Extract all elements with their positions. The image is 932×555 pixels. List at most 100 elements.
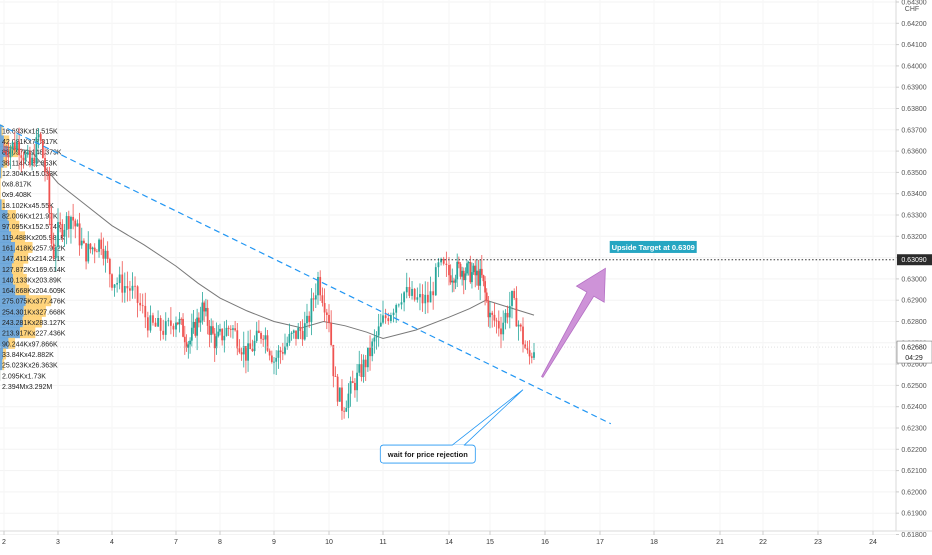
time-tick-label[interactable]: 8 [218, 539, 222, 546]
candle-body [380, 323, 382, 327]
candle-body [395, 305, 397, 313]
candle-body [81, 241, 83, 246]
candle-body [463, 271, 465, 280]
candle-body [216, 336, 218, 348]
candle-body [92, 248, 94, 250]
candle-body [132, 286, 134, 291]
candle-body [487, 300, 489, 317]
volume-profile-label: 90.244Kx97.866K [2, 341, 58, 348]
candle-body [520, 325, 522, 327]
candle-body [165, 321, 167, 335]
candle-body [31, 158, 33, 165]
candle-body [466, 263, 468, 273]
candle-body [173, 326, 175, 330]
time-tick-label[interactable]: 24 [869, 539, 877, 546]
candle-body [319, 277, 321, 295]
candle-body [44, 158, 46, 172]
price-tick-label: 0.62100 [901, 468, 926, 475]
volume-profile-label: 25.023Kx26.363K [2, 363, 58, 370]
candle-body [295, 331, 297, 339]
candle-body [385, 315, 387, 318]
candle-body [155, 323, 157, 327]
candle-body [254, 341, 256, 351]
candle-body [518, 325, 520, 327]
price-tick-label: 0.64100 [901, 42, 926, 49]
time-tick-label[interactable]: 14 [445, 539, 453, 546]
time-tick-label[interactable]: 10 [325, 539, 333, 546]
candle-body [83, 241, 85, 244]
candle-body [529, 350, 531, 356]
price-tick-label: 0.62300 [901, 426, 926, 433]
candle-body [228, 328, 230, 329]
time-tick-label[interactable]: 11 [379, 539, 386, 546]
candle-body [27, 152, 29, 155]
candle-body [230, 329, 232, 330]
time-tick-label[interactable]: 15 [486, 539, 494, 546]
candle-body [531, 356, 533, 357]
candle-body [453, 281, 455, 283]
candle-body [18, 142, 20, 156]
price-tick-label: 0.62900 [901, 298, 926, 305]
candle-body [214, 334, 216, 349]
candle-body [109, 259, 111, 274]
candle-body [184, 337, 186, 342]
candle-body [219, 329, 221, 332]
candle-body [458, 262, 460, 264]
candle-body [332, 345, 334, 376]
candle-body [419, 294, 421, 297]
time-tick-label[interactable]: 17 [596, 539, 604, 546]
candle-body [234, 328, 236, 330]
candle-body [378, 326, 380, 335]
candle-body [473, 266, 475, 272]
candle-body [150, 315, 152, 330]
time-tick-label[interactable]: 22 [759, 539, 767, 546]
candle-body [232, 328, 234, 330]
time-tick-label[interactable]: 2 [2, 539, 6, 546]
volume-bar-buy [0, 167, 1, 178]
volume-profile-label: 18.102Kx45.55K [2, 203, 54, 210]
candle-body [461, 271, 463, 277]
candle-body [486, 293, 488, 301]
candle-body [330, 323, 332, 345]
candle-body [167, 320, 169, 321]
candle-body [245, 346, 247, 361]
volume-profile-label: 164.668Kx204.609K [2, 288, 66, 295]
price-tick-label: 0.63200 [901, 234, 926, 241]
candle-body [207, 308, 209, 326]
time-tick-label[interactable]: 18 [650, 539, 658, 546]
time-tick-label[interactable]: 9 [272, 539, 276, 546]
candle-body [291, 333, 293, 334]
candle-body [38, 134, 40, 137]
upside-target-label[interactable]: Upside Target at 0.6309 [610, 241, 697, 253]
candle-body [57, 222, 59, 247]
candle-body [223, 336, 225, 340]
time-tick-label[interactable]: 4 [110, 539, 114, 546]
candle-body [456, 262, 458, 279]
candle-body [87, 244, 89, 262]
candle-body [20, 155, 22, 158]
time-tick-label[interactable]: 23 [814, 539, 822, 546]
time-tick-label[interactable]: 21 [716, 539, 724, 546]
candle-body [348, 394, 350, 408]
candle-body [524, 344, 526, 348]
callout-text: wait for price rejection [387, 450, 468, 459]
candle-body [102, 249, 104, 259]
time-tick-label[interactable]: 7 [174, 539, 178, 546]
time-tick-label[interactable]: 3 [56, 539, 60, 546]
candle-body [126, 286, 128, 288]
time-tick-label[interactable]: 16 [541, 539, 549, 546]
candle-body [363, 360, 365, 377]
candle-body [478, 271, 480, 286]
candle-body [258, 331, 260, 333]
candle-body [70, 217, 72, 229]
volume-profile-label: 213.917Kx227.436K [2, 331, 66, 338]
price-tick-label: 0.63000 [901, 276, 926, 283]
candle-body [177, 323, 179, 325]
candle-body [403, 292, 405, 302]
candle-body [152, 315, 154, 322]
candle-body [111, 274, 113, 288]
volume-profile-label: 16.693Kx18.515K [2, 128, 58, 135]
candle-body [489, 313, 491, 317]
